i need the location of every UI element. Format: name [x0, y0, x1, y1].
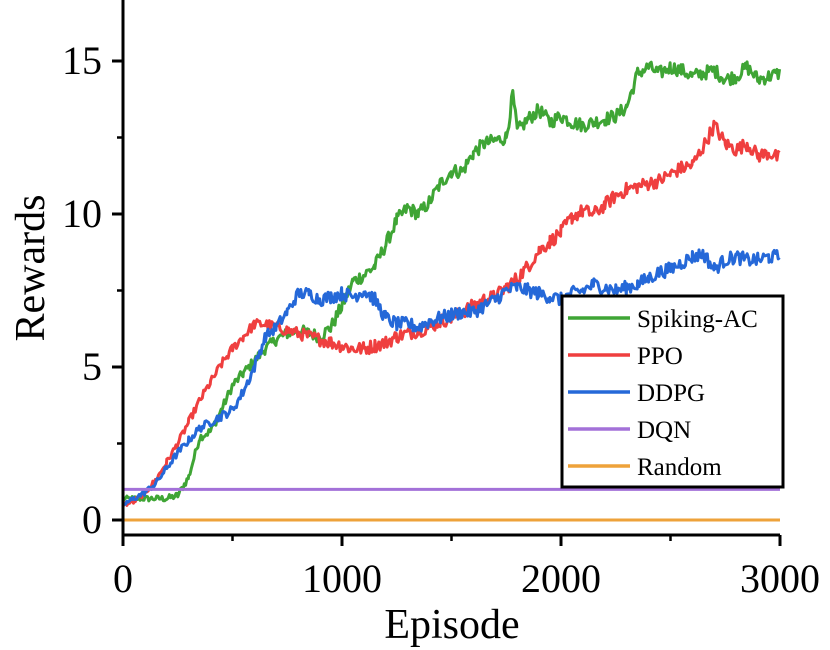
y-tick-label: 5 — [82, 344, 102, 389]
legend-label: Spiking-AC — [637, 306, 758, 333]
x-tick-label: 3000 — [740, 556, 820, 601]
x-tick-label: 0 — [113, 556, 133, 601]
legend-label: PPO — [637, 343, 683, 370]
legend-label: Random — [637, 454, 722, 481]
x-axis-title: Episode — [384, 602, 519, 648]
series-line-spiking-ac — [121, 60, 782, 503]
series-layer — [121, 60, 782, 522]
y-axis-title: Rewards — [8, 195, 54, 342]
ticks: 0 1000 2000 3000 0 5 10 15 — [62, 38, 820, 601]
x-tick-label: 1000 — [302, 556, 382, 601]
x-tick-label: 2000 — [521, 556, 601, 601]
legend-box — [560, 294, 785, 489]
y-tick-label: 10 — [62, 191, 102, 236]
legend-label: DDPG — [637, 380, 705, 407]
legend-label: DQN — [637, 417, 691, 444]
y-tick-label: 0 — [82, 497, 102, 542]
series-line-ddpg — [121, 248, 781, 506]
legend: Spiking-AC PPO DDPG DQN Random — [560, 294, 785, 489]
y-tick-label: 15 — [62, 38, 102, 83]
